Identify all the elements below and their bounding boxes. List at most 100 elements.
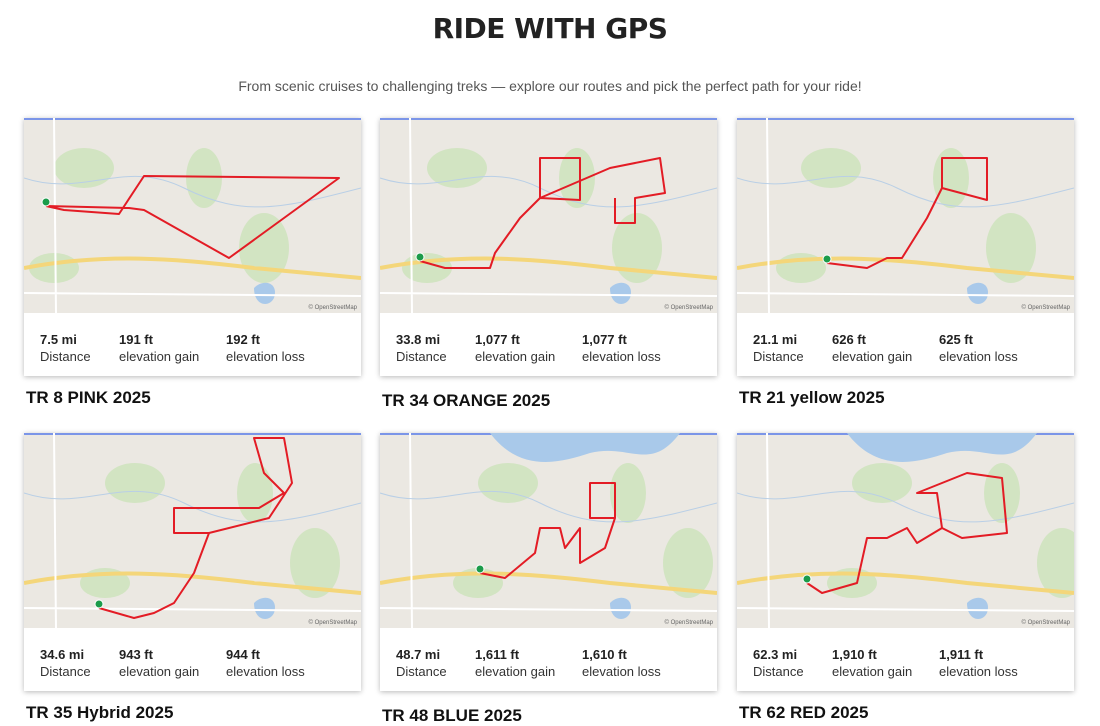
stat-label: elevation gain (475, 664, 556, 679)
map-park (984, 463, 1020, 523)
map-lake (254, 597, 275, 619)
map-park (663, 528, 713, 598)
route-line (826, 157, 988, 269)
route-map: © OpenStreetMap (380, 118, 717, 313)
stat-value: 1,077 ft (582, 332, 627, 347)
route-card[interactable]: © OpenStreetMap 48.7 mi Distance 1,611 ft el… (380, 433, 717, 691)
stat-value: 34.6 mi (40, 647, 85, 662)
route-start (41, 197, 51, 207)
stat-value: 944 ft (226, 647, 260, 662)
map-park (801, 148, 861, 188)
map-background (380, 433, 717, 628)
page-subtitle: From scenic cruises to challenging treks… (238, 78, 862, 94)
stat-label: elevation loss (939, 664, 1018, 679)
stat-value: 625 ft (939, 332, 973, 347)
map-attribution: © OpenStreetMap (309, 619, 358, 626)
stat: 191 ft elevation gain (119, 332, 199, 364)
stat: 626 ft elevation gain (832, 332, 912, 364)
stat: 48.7 mi Distance (396, 647, 447, 679)
stat: 62.3 mi Distance (753, 647, 804, 679)
stat-value: 7.5 mi (40, 332, 77, 347)
stat-value: 33.8 mi (396, 332, 441, 347)
route-card[interactable]: © OpenStreetMap 62.3 mi Distance 1,910 ft el… (737, 433, 1074, 691)
stat-label: elevation gain (475, 349, 556, 364)
stat-label: elevation gain (119, 349, 200, 364)
stat: 7.5 mi Distance (40, 332, 91, 364)
map-background (380, 118, 717, 313)
map-background (737, 433, 1074, 628)
map-park (986, 213, 1036, 283)
page-title: RIDE WITH GPS (432, 12, 668, 45)
map-top-border (380, 118, 717, 120)
route-title[interactable]: TR 34 ORANGE 2025 (382, 391, 551, 410)
stat-label: Distance (396, 664, 447, 679)
stat-value: 1,610 ft (582, 647, 627, 662)
route-card[interactable]: © OpenStreetMap 21.1 mi Distance 626 ft elev… (737, 118, 1074, 376)
route-card[interactable]: © OpenStreetMap 7.5 mi Distance 191 ft eleva… (24, 118, 361, 376)
map-road (737, 118, 1074, 313)
stat-label: Distance (40, 664, 91, 679)
stat: 1,911 ft elevation loss (939, 647, 1018, 679)
stat-label: elevation loss (226, 349, 305, 364)
map-park (29, 253, 79, 283)
stat-label: Distance (753, 664, 804, 679)
stat: 1,610 ft elevation loss (582, 647, 661, 679)
stat-label: Distance (396, 349, 447, 364)
map-lake (254, 282, 275, 304)
route-card[interactable]: © OpenStreetMap 33.8 mi Distance 1,077 ft el… (380, 118, 717, 376)
route-map: © OpenStreetMap (380, 433, 717, 628)
map-park (237, 463, 273, 523)
map-top-border (24, 118, 361, 120)
stat-value: 1,611 ft (475, 647, 520, 662)
stat: 1,077 ft elevation loss (582, 332, 661, 364)
map-river (737, 490, 1074, 523)
route-map: © OpenStreetMap (737, 433, 1074, 628)
map-park (290, 528, 340, 598)
route-title[interactable]: TR 35 Hybrid 2025 (26, 703, 174, 722)
map-park (612, 213, 662, 283)
map-river (380, 490, 717, 523)
route-start (802, 574, 812, 584)
route-line (45, 175, 340, 259)
stat: 944 ft elevation loss (226, 647, 305, 679)
route-start (475, 564, 485, 574)
route-line (419, 157, 666, 269)
map-attribution: © OpenStreetMap (1022, 619, 1071, 626)
stat-label: elevation gain (119, 664, 200, 679)
route-map: © OpenStreetMap (24, 433, 361, 628)
stat-label: elevation gain (832, 664, 913, 679)
map-lake (490, 433, 680, 462)
map-park (105, 463, 165, 503)
stat-label: elevation gain (832, 349, 913, 364)
route-title[interactable]: TR 62 RED 2025 (739, 703, 869, 722)
route-title[interactable]: TR 48 BLUE 2025 (382, 706, 522, 725)
map-attribution: © OpenStreetMap (1022, 304, 1071, 311)
map-river (737, 175, 1074, 208)
route-title[interactable]: TR 8 PINK 2025 (26, 388, 151, 407)
route-start (822, 254, 832, 264)
stat-label: elevation loss (582, 664, 661, 679)
route-map: © OpenStreetMap (24, 118, 361, 313)
route-line (806, 472, 1008, 594)
stat-label: elevation loss (582, 349, 661, 364)
route-map: © OpenStreetMap (737, 118, 1074, 313)
stat-label: elevation loss (939, 349, 1018, 364)
stat: 33.8 mi Distance (396, 332, 447, 364)
map-lake (967, 282, 988, 304)
stat-value: 626 ft (832, 332, 866, 347)
map-background (24, 433, 361, 628)
map-background (737, 118, 1074, 313)
map-road (24, 118, 361, 313)
map-park (186, 148, 222, 208)
map-park (239, 213, 289, 283)
map-road (737, 433, 1074, 628)
map-road (380, 433, 717, 628)
route-title[interactable]: TR 21 yellow 2025 (739, 388, 885, 407)
stat-label: elevation loss (226, 664, 305, 679)
route-card[interactable]: © OpenStreetMap 34.6 mi Distance 943 ft elev… (24, 433, 361, 691)
stat: 34.6 mi Distance (40, 647, 91, 679)
map-park (54, 148, 114, 188)
stat-value: 943 ft (119, 647, 153, 662)
map-lake (610, 282, 631, 304)
